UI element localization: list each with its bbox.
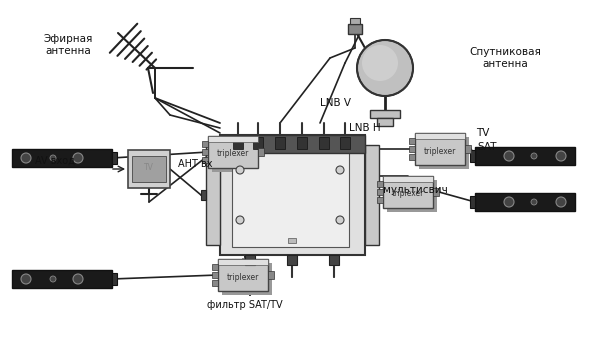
Circle shape — [336, 166, 344, 174]
Bar — [112, 273, 117, 285]
Circle shape — [531, 153, 537, 159]
Bar — [202, 149, 208, 155]
Circle shape — [357, 40, 413, 96]
Text: фильтр SAT/TV: фильтр SAT/TV — [207, 300, 283, 310]
Text: мультисвич: мультисвич — [383, 185, 447, 195]
Text: triplexer: triplexer — [217, 150, 249, 159]
Bar — [212, 280, 218, 286]
Bar — [253, 137, 263, 149]
Bar — [232, 143, 349, 247]
Circle shape — [362, 45, 398, 81]
Bar — [220, 135, 365, 153]
Circle shape — [236, 216, 244, 224]
Bar — [208, 136, 258, 142]
Text: TV: TV — [144, 163, 154, 172]
Text: AV вход: AV вход — [35, 156, 75, 166]
Bar — [268, 271, 274, 279]
Bar — [202, 141, 208, 147]
Bar — [475, 147, 575, 165]
Bar — [370, 110, 400, 118]
Bar — [409, 138, 415, 144]
Bar — [329, 255, 339, 265]
Circle shape — [504, 197, 514, 207]
Text: АНТ вх: АНТ вх — [178, 159, 212, 169]
Bar — [350, 18, 360, 24]
Bar — [387, 180, 437, 212]
Text: Эфирная
антенна: Эфирная антенна — [43, 34, 93, 56]
Bar — [208, 136, 258, 168]
Bar — [377, 197, 383, 203]
Bar — [465, 145, 471, 153]
Bar — [419, 137, 469, 169]
Bar — [319, 137, 329, 149]
Text: triplexer: triplexer — [392, 189, 424, 199]
Bar — [202, 157, 208, 163]
Bar — [212, 140, 262, 172]
Bar — [206, 145, 220, 245]
Circle shape — [556, 151, 566, 161]
Circle shape — [73, 153, 83, 163]
Circle shape — [50, 276, 56, 282]
Bar — [222, 263, 272, 295]
Circle shape — [21, 274, 31, 284]
Bar — [245, 255, 255, 265]
Circle shape — [504, 151, 514, 161]
Bar — [415, 133, 465, 165]
Bar — [218, 259, 268, 291]
Bar — [377, 181, 383, 187]
Bar — [409, 146, 415, 152]
Bar — [218, 259, 268, 265]
Circle shape — [73, 274, 83, 284]
Circle shape — [531, 199, 537, 205]
Bar — [415, 133, 465, 139]
Text: TV: TV — [477, 128, 490, 138]
Bar — [275, 137, 285, 149]
Bar — [348, 24, 362, 34]
Bar — [233, 137, 243, 149]
Text: triplexer: triplexer — [227, 273, 259, 281]
Circle shape — [21, 153, 31, 163]
Bar — [112, 152, 117, 164]
Bar — [212, 264, 218, 270]
Bar — [297, 137, 307, 149]
Bar — [475, 193, 575, 211]
Bar — [220, 135, 365, 255]
Bar — [340, 137, 350, 149]
Bar — [470, 196, 475, 208]
Bar — [128, 150, 170, 188]
Text: Спутниковая
антенна: Спутниковая антенна — [469, 47, 541, 69]
Bar — [201, 190, 206, 200]
Bar — [409, 154, 415, 160]
Bar — [470, 150, 475, 162]
Bar — [132, 156, 166, 182]
Bar — [365, 145, 379, 245]
Text: LNB V: LNB V — [319, 98, 350, 108]
Bar — [212, 272, 218, 278]
Bar — [287, 255, 297, 265]
Circle shape — [556, 197, 566, 207]
Bar — [383, 176, 433, 208]
Text: LNB H: LNB H — [349, 123, 381, 133]
Circle shape — [336, 216, 344, 224]
Bar — [258, 148, 264, 156]
Bar — [12, 270, 112, 288]
Bar — [377, 189, 383, 195]
Bar — [12, 149, 112, 167]
Bar — [288, 238, 296, 243]
Bar — [383, 176, 433, 182]
Bar — [433, 188, 439, 196]
Bar — [377, 118, 393, 126]
Circle shape — [50, 155, 56, 161]
Circle shape — [236, 166, 244, 174]
Text: triplexer: triplexer — [424, 147, 456, 155]
Text: SAT: SAT — [477, 142, 497, 152]
